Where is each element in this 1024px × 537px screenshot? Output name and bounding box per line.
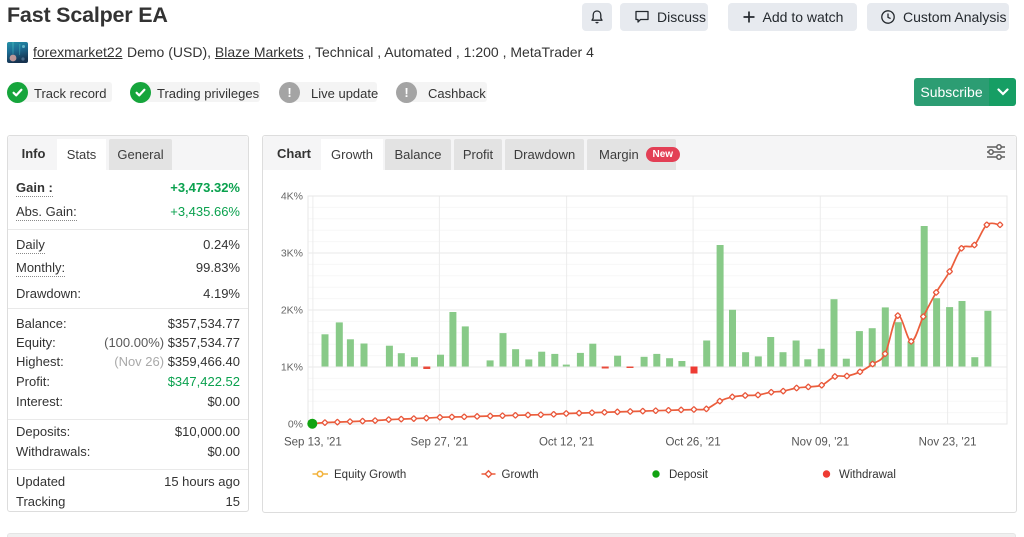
svg-text:2K%: 2K% [281,305,303,317]
svg-text:Equity Growth: Equity Growth [334,469,406,481]
svg-text:Growth: Growth [502,469,539,481]
svg-text:0%: 0% [288,419,303,431]
svg-text:4K%: 4K% [281,191,303,203]
svg-text:Nov 09, '21: Nov 09, '21 [791,437,849,449]
svg-text:Deposit: Deposit [669,469,709,481]
svg-text:Sep 27, '21: Sep 27, '21 [410,437,468,449]
svg-text:Oct 12, '21: Oct 12, '21 [539,437,594,449]
svg-text:Nov 23, '21: Nov 23, '21 [919,437,977,449]
svg-text:1K%: 1K% [281,362,303,374]
svg-text:Withdrawal: Withdrawal [839,469,896,481]
svg-text:Oct 26, '21: Oct 26, '21 [665,437,720,449]
svg-text:Sep 13, '21: Sep 13, '21 [284,437,342,449]
svg-text:3K%: 3K% [281,248,303,260]
